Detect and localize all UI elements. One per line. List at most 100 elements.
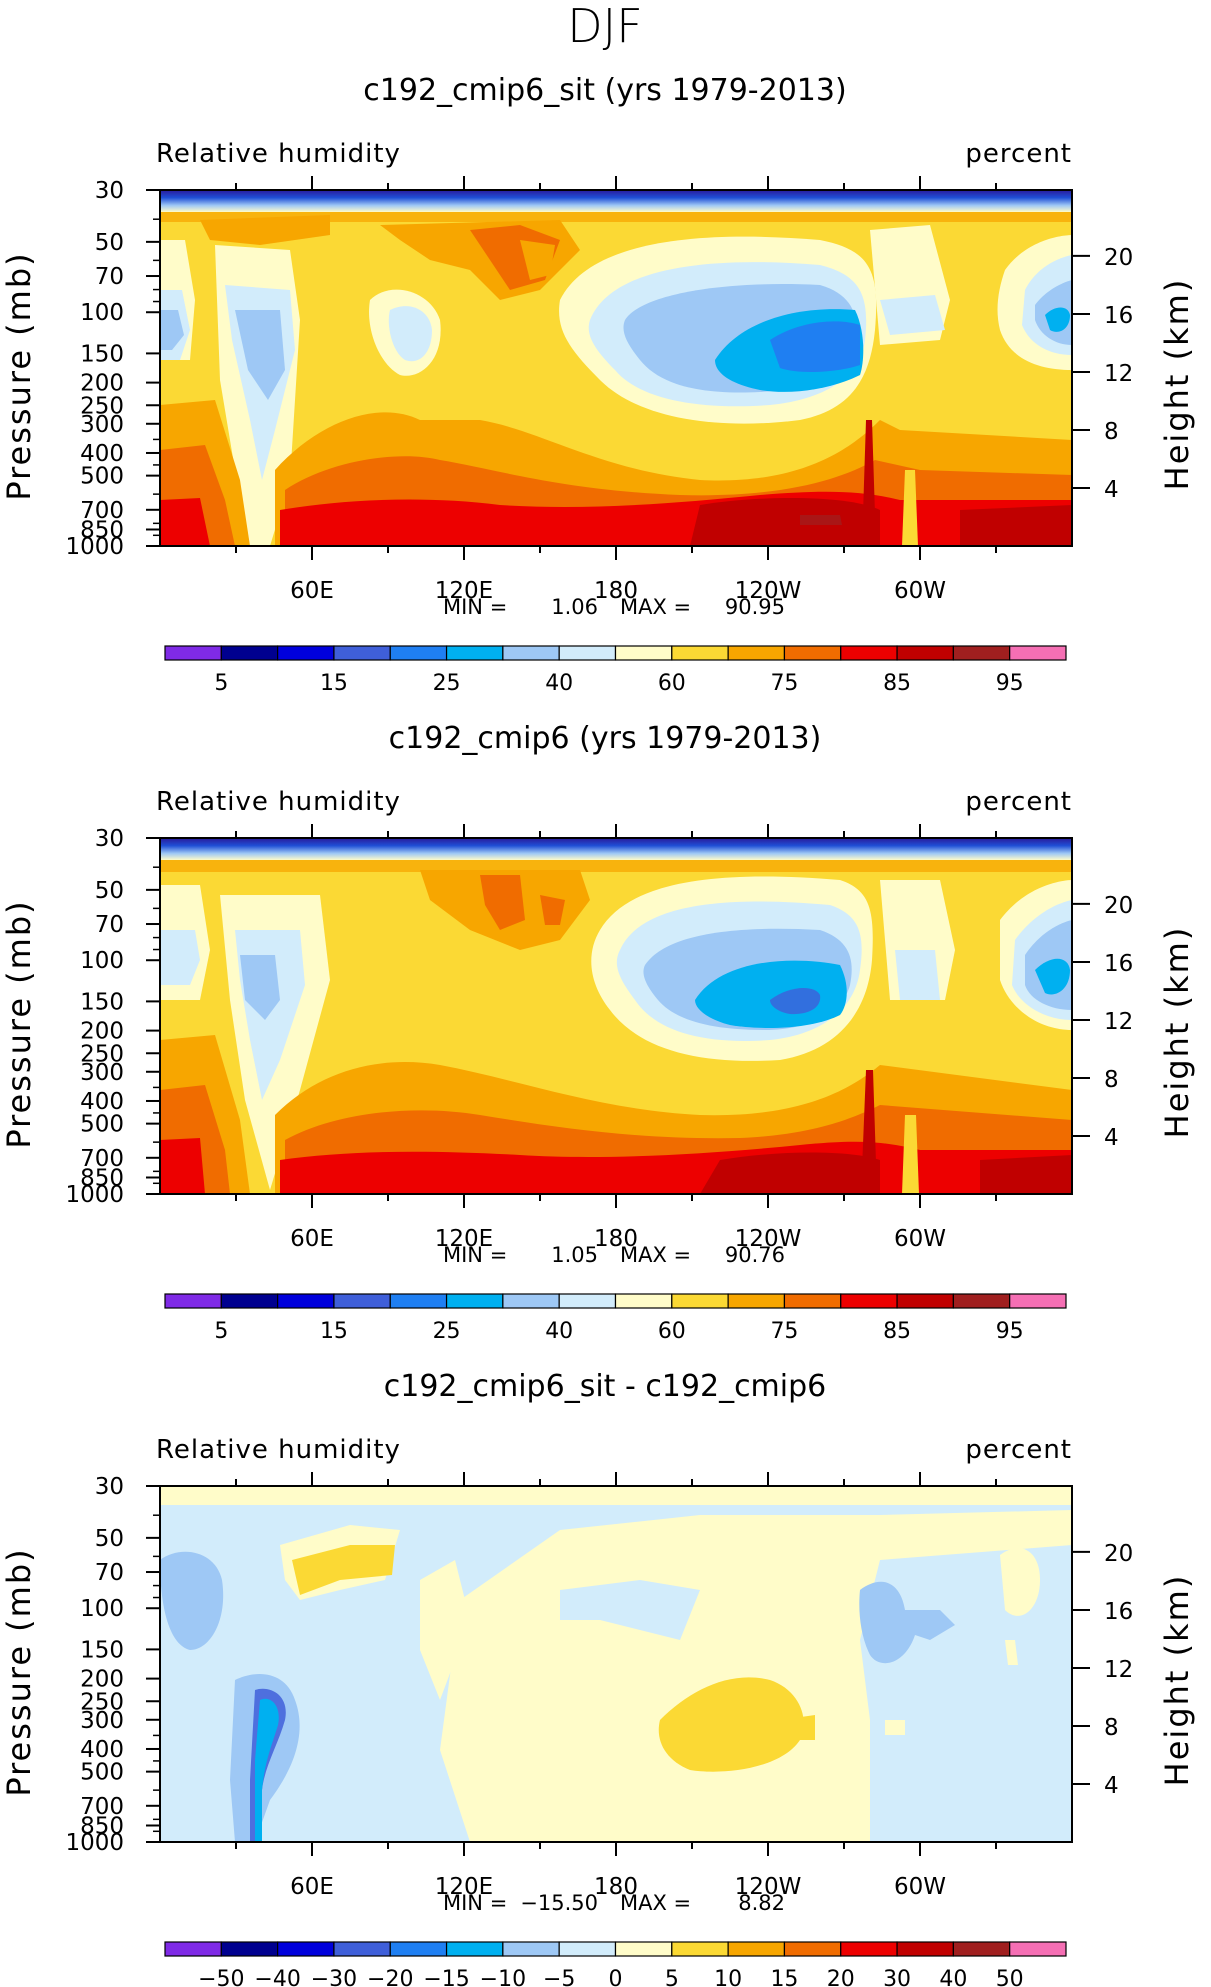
panel-3-title: c192_cmip6_sit - c192_cmip6	[384, 1369, 827, 1404]
panel-1-colorbar-swatch	[671, 645, 729, 661]
panel-1-contour	[960, 505, 1072, 546]
panel-3-colorbar-swatch	[671, 1941, 729, 1957]
panel-1-colorbar-swatch	[1009, 645, 1067, 661]
panel-3-y-axis-title: Pressure (mb)	[0, 1547, 38, 1796]
panel-1-y-tick-label: 100	[80, 300, 124, 326]
panel-2-contour	[700, 1152, 880, 1194]
panel-3-colorbar-swatch	[220, 1941, 279, 1957]
panel-2-colorbar-swatch	[558, 1293, 617, 1309]
panel-3-variable-label: Relative humidity	[156, 1435, 401, 1465]
panel-2-colorbar-swatch	[1009, 1293, 1067, 1309]
panel-2-y2-tick-label: 20	[1104, 893, 1133, 919]
panel-2-colorbar-label: 40	[545, 1319, 573, 1344]
panel-3	[160, 1486, 1072, 1842]
panel-3-stats-max-label: MAX =	[620, 1891, 691, 1915]
panel-3-x-tick-label: 120W	[735, 1874, 802, 1900]
panel-2-contour	[902, 1115, 919, 1194]
panel-3-colorbar-swatch	[1009, 1941, 1067, 1957]
panel-3-contour	[160, 1486, 1072, 1842]
panel-1-contour	[235, 310, 285, 400]
panel-3-colorbar-label: −50	[198, 1967, 244, 1987]
panel-2-contour	[770, 988, 821, 1015]
panel-3-colorbar-swatch	[558, 1941, 617, 1957]
panel-2-x-tick-label: 120W	[735, 1226, 802, 1252]
panel-1-colorbar-swatch	[558, 645, 617, 661]
panel-2-colorbar-label: 75	[770, 1319, 798, 1344]
panel-3-y-tick-label: 250	[80, 1689, 124, 1715]
panel-1-x-tick-label: 60W	[894, 578, 946, 604]
panel-2-y-tick-label: 70	[95, 912, 124, 938]
panel-3-y-tick-label: 150	[80, 1637, 124, 1663]
panel-2	[160, 838, 1072, 1194]
panel-3-y-tick-label: 850	[80, 1814, 124, 1840]
panel-3-colorbar-swatch	[277, 1941, 335, 1957]
panel-2-y-tick-label: 30	[95, 826, 124, 852]
panel-3-colorbar-label: −15	[423, 1967, 469, 1987]
panel-3-contour	[255, 1698, 279, 1842]
panel-1-colorbar-label: 40	[545, 671, 573, 696]
panel-3-colorbar-swatch	[783, 1941, 842, 1957]
panel-1-colorbar-label: 85	[883, 671, 911, 696]
panel-1-x-tick-label: 120W	[735, 578, 802, 604]
panel-1-colorbar-swatch	[952, 645, 1011, 661]
panel-3-y-tick-label: 700	[80, 1794, 124, 1820]
panel-1-x-tick-label: 60E	[290, 578, 334, 604]
panel-3-colorbar-swatch	[389, 1941, 448, 1957]
panel-2-colorbar-swatch	[840, 1293, 898, 1309]
panel-1-contour	[770, 321, 860, 372]
panel-1-y-tick-label: 30	[95, 178, 124, 204]
panel-1-title: c192_cmip6_sit (yrs 1979-2013)	[363, 73, 846, 108]
panel-1-colorbar-swatch	[502, 645, 560, 661]
panel-3-y-tick-label: 300	[80, 1708, 124, 1734]
panel-2-x-tick-label: 60E	[290, 1226, 334, 1252]
panel-2-y-axis-title: Pressure (mb)	[0, 899, 38, 1148]
panel-2-colorbar-swatch	[952, 1293, 1011, 1309]
panel-1-x-tick-label: 120E	[435, 578, 493, 604]
panel-3-colorbar-label: −20	[367, 1967, 413, 1987]
panel-2-contour	[160, 1138, 205, 1194]
panel-3-contour	[1000, 1548, 1040, 1616]
panel-1-contour	[862, 420, 876, 546]
panel-1-contour	[690, 498, 880, 546]
panel-1-y-tick-label: 250	[80, 393, 124, 419]
panel-1-stats-max-label: MAX =	[620, 595, 691, 619]
panel-1-colorbar-label: 5	[214, 671, 228, 696]
panel-3-y-tick-label: 400	[80, 1737, 124, 1763]
panel-1-colorbar-swatch	[164, 645, 222, 661]
panel-1-colorbar-label: 25	[433, 671, 461, 696]
panel-2-contour	[240, 955, 280, 1020]
panel-2-units-label: percent	[965, 787, 1072, 817]
panel-1-colorbar-label: 60	[658, 671, 686, 696]
panel-3-units-label: percent	[965, 1435, 1072, 1465]
panel-1-y-tick-label: 150	[80, 341, 124, 367]
panels-axes: c192_cmip6_sit (yrs 1979-2013) Relative h…	[0, 73, 1196, 1987]
panel-1-y2-tick-label: 8	[1104, 419, 1119, 445]
panel-2-colorbar-swatch	[164, 1293, 222, 1309]
panel-2-colorbar-label: 95	[996, 1319, 1024, 1344]
panel-3-colorbar-swatch	[333, 1941, 391, 1957]
panel-2-x-tick-label: 180	[594, 1226, 638, 1252]
panel-3-colorbar-swatch	[164, 1941, 222, 1957]
panel-3-y2-tick-label: 8	[1104, 1715, 1119, 1741]
panel-1-contour	[160, 498, 210, 546]
panel-1-y2-tick-label: 16	[1104, 303, 1133, 329]
panel-1-colorbar-swatch	[333, 645, 391, 661]
panel-1-contour	[1045, 307, 1070, 332]
panel-2-contour	[540, 895, 565, 925]
panel-3-contour	[658, 1677, 804, 1772]
figure-title: DJF	[567, 0, 642, 53]
panel-2-contour	[980, 1155, 1072, 1194]
panel-3-y-tick-label: 30	[95, 1474, 124, 1500]
panel-1-colorbar-swatch	[840, 645, 898, 661]
panel-2-colorbar-swatch	[502, 1293, 560, 1309]
panel-1-y-tick-label: 50	[95, 230, 124, 256]
panel-1-stratosphere-band	[160, 190, 1072, 212]
panel-1-y-tick-label: 70	[95, 264, 124, 290]
panel-1-colorbar-label: 15	[320, 671, 348, 696]
panel-2-colorbar-label: 85	[883, 1319, 911, 1344]
panel-3-colorbar-label: 30	[883, 1967, 911, 1987]
panel-3-stats-max-value: 8.82	[738, 1891, 785, 1915]
panel-1-colorbar-label: 75	[770, 671, 798, 696]
panel-1-y-tick-label: 700	[80, 498, 124, 524]
